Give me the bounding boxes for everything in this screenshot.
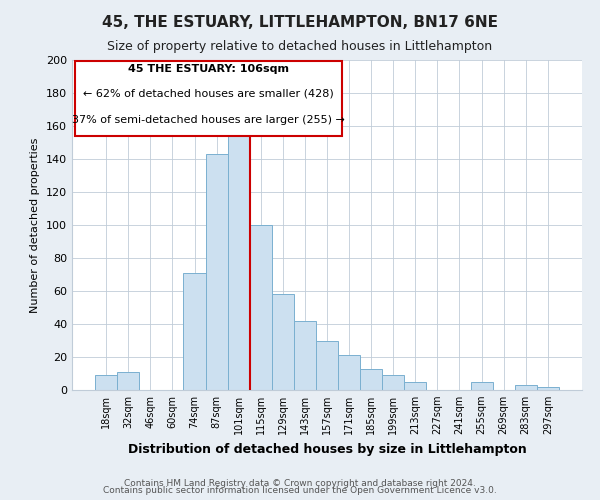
Bar (316, 340, 338, 390)
Text: Contains HM Land Registry data © Crown copyright and database right 2024.: Contains HM Land Registry data © Crown c… (124, 478, 476, 488)
Text: 37% of semi-detached houses are larger (255) →: 37% of semi-detached houses are larger (… (72, 115, 345, 125)
Bar (537, 386, 559, 390)
Bar (117, 372, 139, 390)
Text: 45, THE ESTUARY, LITTLEHAMPTON, BN17 6NE: 45, THE ESTUARY, LITTLEHAMPTON, BN17 6NE (102, 15, 498, 30)
Bar (227, 113, 250, 390)
Bar (206, 154, 227, 390)
Text: Contains public sector information licensed under the Open Government Licence v3: Contains public sector information licen… (103, 486, 497, 495)
Bar (294, 320, 316, 390)
Bar (515, 385, 537, 390)
Bar (382, 375, 404, 390)
Text: Size of property relative to detached houses in Littlehampton: Size of property relative to detached ho… (107, 40, 493, 53)
Bar (404, 382, 427, 390)
Bar (250, 225, 272, 390)
Bar (95, 375, 117, 390)
Text: 45 THE ESTUARY: 106sqm: 45 THE ESTUARY: 106sqm (128, 64, 289, 74)
Bar (338, 356, 360, 390)
X-axis label: Distribution of detached houses by size in Littlehampton: Distribution of detached houses by size … (128, 442, 526, 456)
Bar (184, 273, 206, 390)
Bar (360, 368, 382, 390)
Text: ← 62% of detached houses are smaller (428): ← 62% of detached houses are smaller (42… (83, 88, 334, 99)
Bar (470, 382, 493, 390)
Bar (272, 294, 294, 390)
FancyBboxPatch shape (74, 60, 342, 136)
Y-axis label: Number of detached properties: Number of detached properties (31, 138, 40, 312)
